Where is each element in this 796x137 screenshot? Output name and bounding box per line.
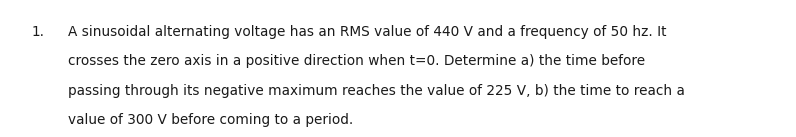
Text: 1.: 1. bbox=[32, 25, 45, 39]
Text: value of 300 V before coming to a period.: value of 300 V before coming to a period… bbox=[68, 113, 353, 127]
Text: crosses the zero axis in a positive direction when t=0. Determine a) the time be: crosses the zero axis in a positive dire… bbox=[68, 54, 645, 68]
Text: A sinusoidal alternating voltage has an RMS value of 440 V and a frequency of 50: A sinusoidal alternating voltage has an … bbox=[68, 25, 666, 39]
Text: passing through its negative maximum reaches the value of 225 V, b) the time to : passing through its negative maximum rea… bbox=[68, 84, 685, 98]
